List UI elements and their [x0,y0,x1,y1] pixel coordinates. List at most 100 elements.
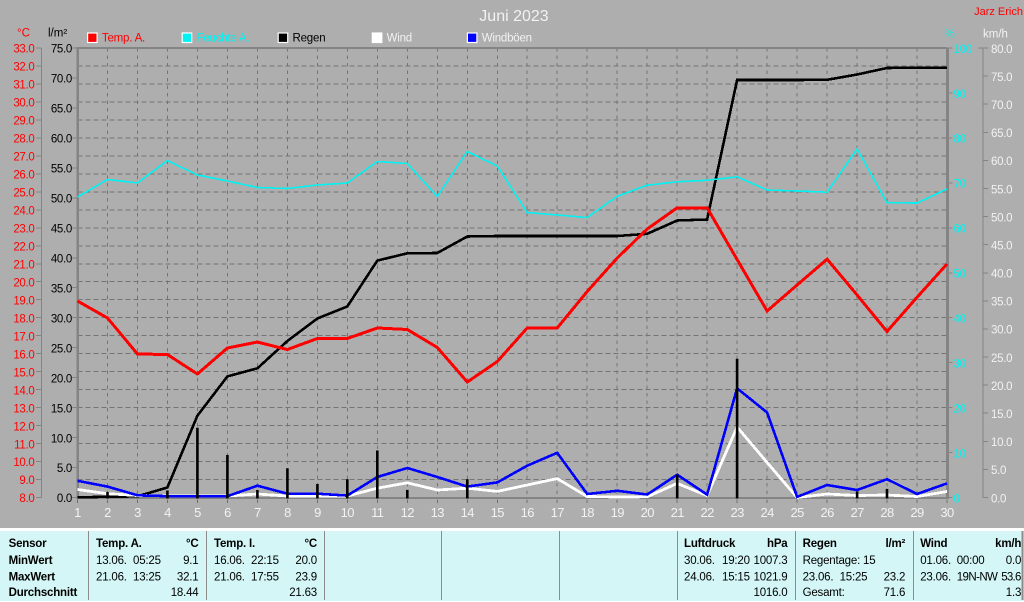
svg-text:30: 30 [954,359,966,371]
svg-text:65.0: 65.0 [51,104,72,116]
svg-text:10: 10 [341,505,355,520]
svg-text:Temp. A.: Temp. A. [102,33,145,45]
svg-text:5.0: 5.0 [991,465,1006,477]
svg-text:55.0: 55.0 [51,164,72,176]
svg-text:27: 27 [850,505,864,520]
svg-text:18.0: 18.0 [13,313,34,325]
svg-text:70.0: 70.0 [51,74,72,86]
svg-text:22.0: 22.0 [13,242,34,254]
svg-text:5.0: 5.0 [57,463,72,475]
svg-text:23.06.: 23.06. [920,572,951,584]
svg-text:90: 90 [954,89,966,101]
svg-text:25.0: 25.0 [13,188,34,200]
svg-text:35.0: 35.0 [51,283,72,295]
svg-text:°C: °C [17,28,30,40]
svg-text:24.06.: 24.06. [684,572,715,584]
svg-text:MaxWert: MaxWert [9,572,56,584]
svg-text:Jarz Erich: Jarz Erich [974,6,1023,18]
svg-text:°C: °C [304,538,317,550]
svg-text:75.0: 75.0 [991,72,1012,84]
svg-text:65.0: 65.0 [991,128,1012,140]
svg-text:25.0: 25.0 [51,343,72,355]
svg-text:12.0: 12.0 [13,421,34,433]
svg-text:35.0: 35.0 [991,297,1012,309]
svg-text:15.0: 15.0 [991,409,1012,421]
svg-text:1007.3: 1007.3 [754,555,788,567]
svg-text:45.0: 45.0 [51,224,72,236]
svg-text:100: 100 [954,44,972,56]
svg-text:14: 14 [461,505,475,520]
svg-text:20.0: 20.0 [13,277,34,289]
svg-text:45.0: 45.0 [991,241,1012,253]
svg-text:32.1: 32.1 [177,572,199,584]
svg-text:23.9: 23.9 [295,572,317,584]
svg-text:Durchschnitt: Durchschnitt [9,587,78,599]
svg-text:Gesamt:: Gesamt: [803,587,845,599]
svg-text:20.0: 20.0 [991,381,1012,393]
svg-text:13: 13 [431,505,445,520]
svg-text:30.0: 30.0 [51,313,72,325]
svg-text:Regen: Regen [293,33,326,45]
svg-text:30.0: 30.0 [991,325,1012,337]
svg-text:Temp. I.: Temp. I. [214,538,255,550]
svg-text:15: 15 [491,505,505,520]
svg-text:10: 10 [954,448,966,460]
svg-text:20: 20 [641,505,655,520]
svg-text:8.0: 8.0 [19,493,34,505]
svg-text:40.0: 40.0 [51,254,72,266]
svg-text:Luftdruck: Luftdruck [684,538,736,550]
svg-text:19N-NW: 19N-NW [957,572,998,584]
svg-text:14.0: 14.0 [13,385,34,397]
svg-text:12: 12 [401,505,415,520]
svg-text:21.0: 21.0 [13,260,34,272]
svg-text:10.0: 10.0 [13,457,34,469]
svg-text:20.0: 20.0 [51,373,72,385]
svg-text:24.0: 24.0 [13,206,34,218]
svg-text:33.0: 33.0 [13,44,34,56]
svg-text:31.0: 31.0 [13,80,34,92]
svg-text:km/h: km/h [983,29,1008,41]
svg-text:Juni 2023: Juni 2023 [479,8,548,25]
svg-text:50.0: 50.0 [991,212,1012,224]
svg-text:70.0: 70.0 [991,100,1012,112]
svg-text:l/m²: l/m² [886,538,906,550]
svg-text:21.63: 21.63 [289,587,317,599]
svg-text:28.0: 28.0 [13,134,34,146]
svg-text:0.0: 0.0 [1006,555,1021,567]
svg-text:0.0: 0.0 [57,493,72,505]
svg-text:23.2: 23.2 [884,572,906,584]
svg-text:55.0: 55.0 [991,184,1012,196]
svg-text:Feuchte A.: Feuchte A. [197,33,250,45]
svg-text:11: 11 [371,505,384,520]
svg-text:50: 50 [954,269,966,281]
svg-text:Windböen: Windböen [482,33,532,45]
svg-text:18.44: 18.44 [171,587,200,599]
svg-text:26: 26 [820,505,834,520]
svg-text:80: 80 [954,134,966,146]
svg-text:1.3: 1.3 [1006,587,1021,599]
svg-text:1021.9: 1021.9 [754,572,788,584]
svg-text:9: 9 [314,505,321,520]
svg-text:13.06.: 13.06. [96,555,127,567]
svg-text:17:55: 17:55 [251,572,279,584]
svg-text:Sensor: Sensor [9,538,48,550]
svg-text:32.0: 32.0 [13,62,34,74]
svg-text:15:15: 15:15 [722,572,750,584]
svg-text:4: 4 [164,505,171,520]
svg-text:Wind: Wind [920,538,947,550]
svg-text:19.0: 19.0 [13,295,34,307]
svg-text:17.0: 17.0 [13,331,34,343]
svg-text:30: 30 [940,505,954,520]
svg-text:20: 20 [954,403,966,415]
svg-text:17: 17 [551,505,565,520]
svg-text:Wind: Wind [387,33,412,45]
svg-text:60: 60 [954,224,966,236]
svg-text:25: 25 [790,505,804,520]
svg-text:23.0: 23.0 [13,224,34,236]
svg-text:23: 23 [730,505,744,520]
svg-text:16.06.: 16.06. [214,555,245,567]
svg-text:75.0: 75.0 [51,44,72,56]
svg-text:25.0: 25.0 [991,353,1012,365]
svg-text:40.0: 40.0 [991,269,1012,281]
svg-text:15.0: 15.0 [51,403,72,415]
